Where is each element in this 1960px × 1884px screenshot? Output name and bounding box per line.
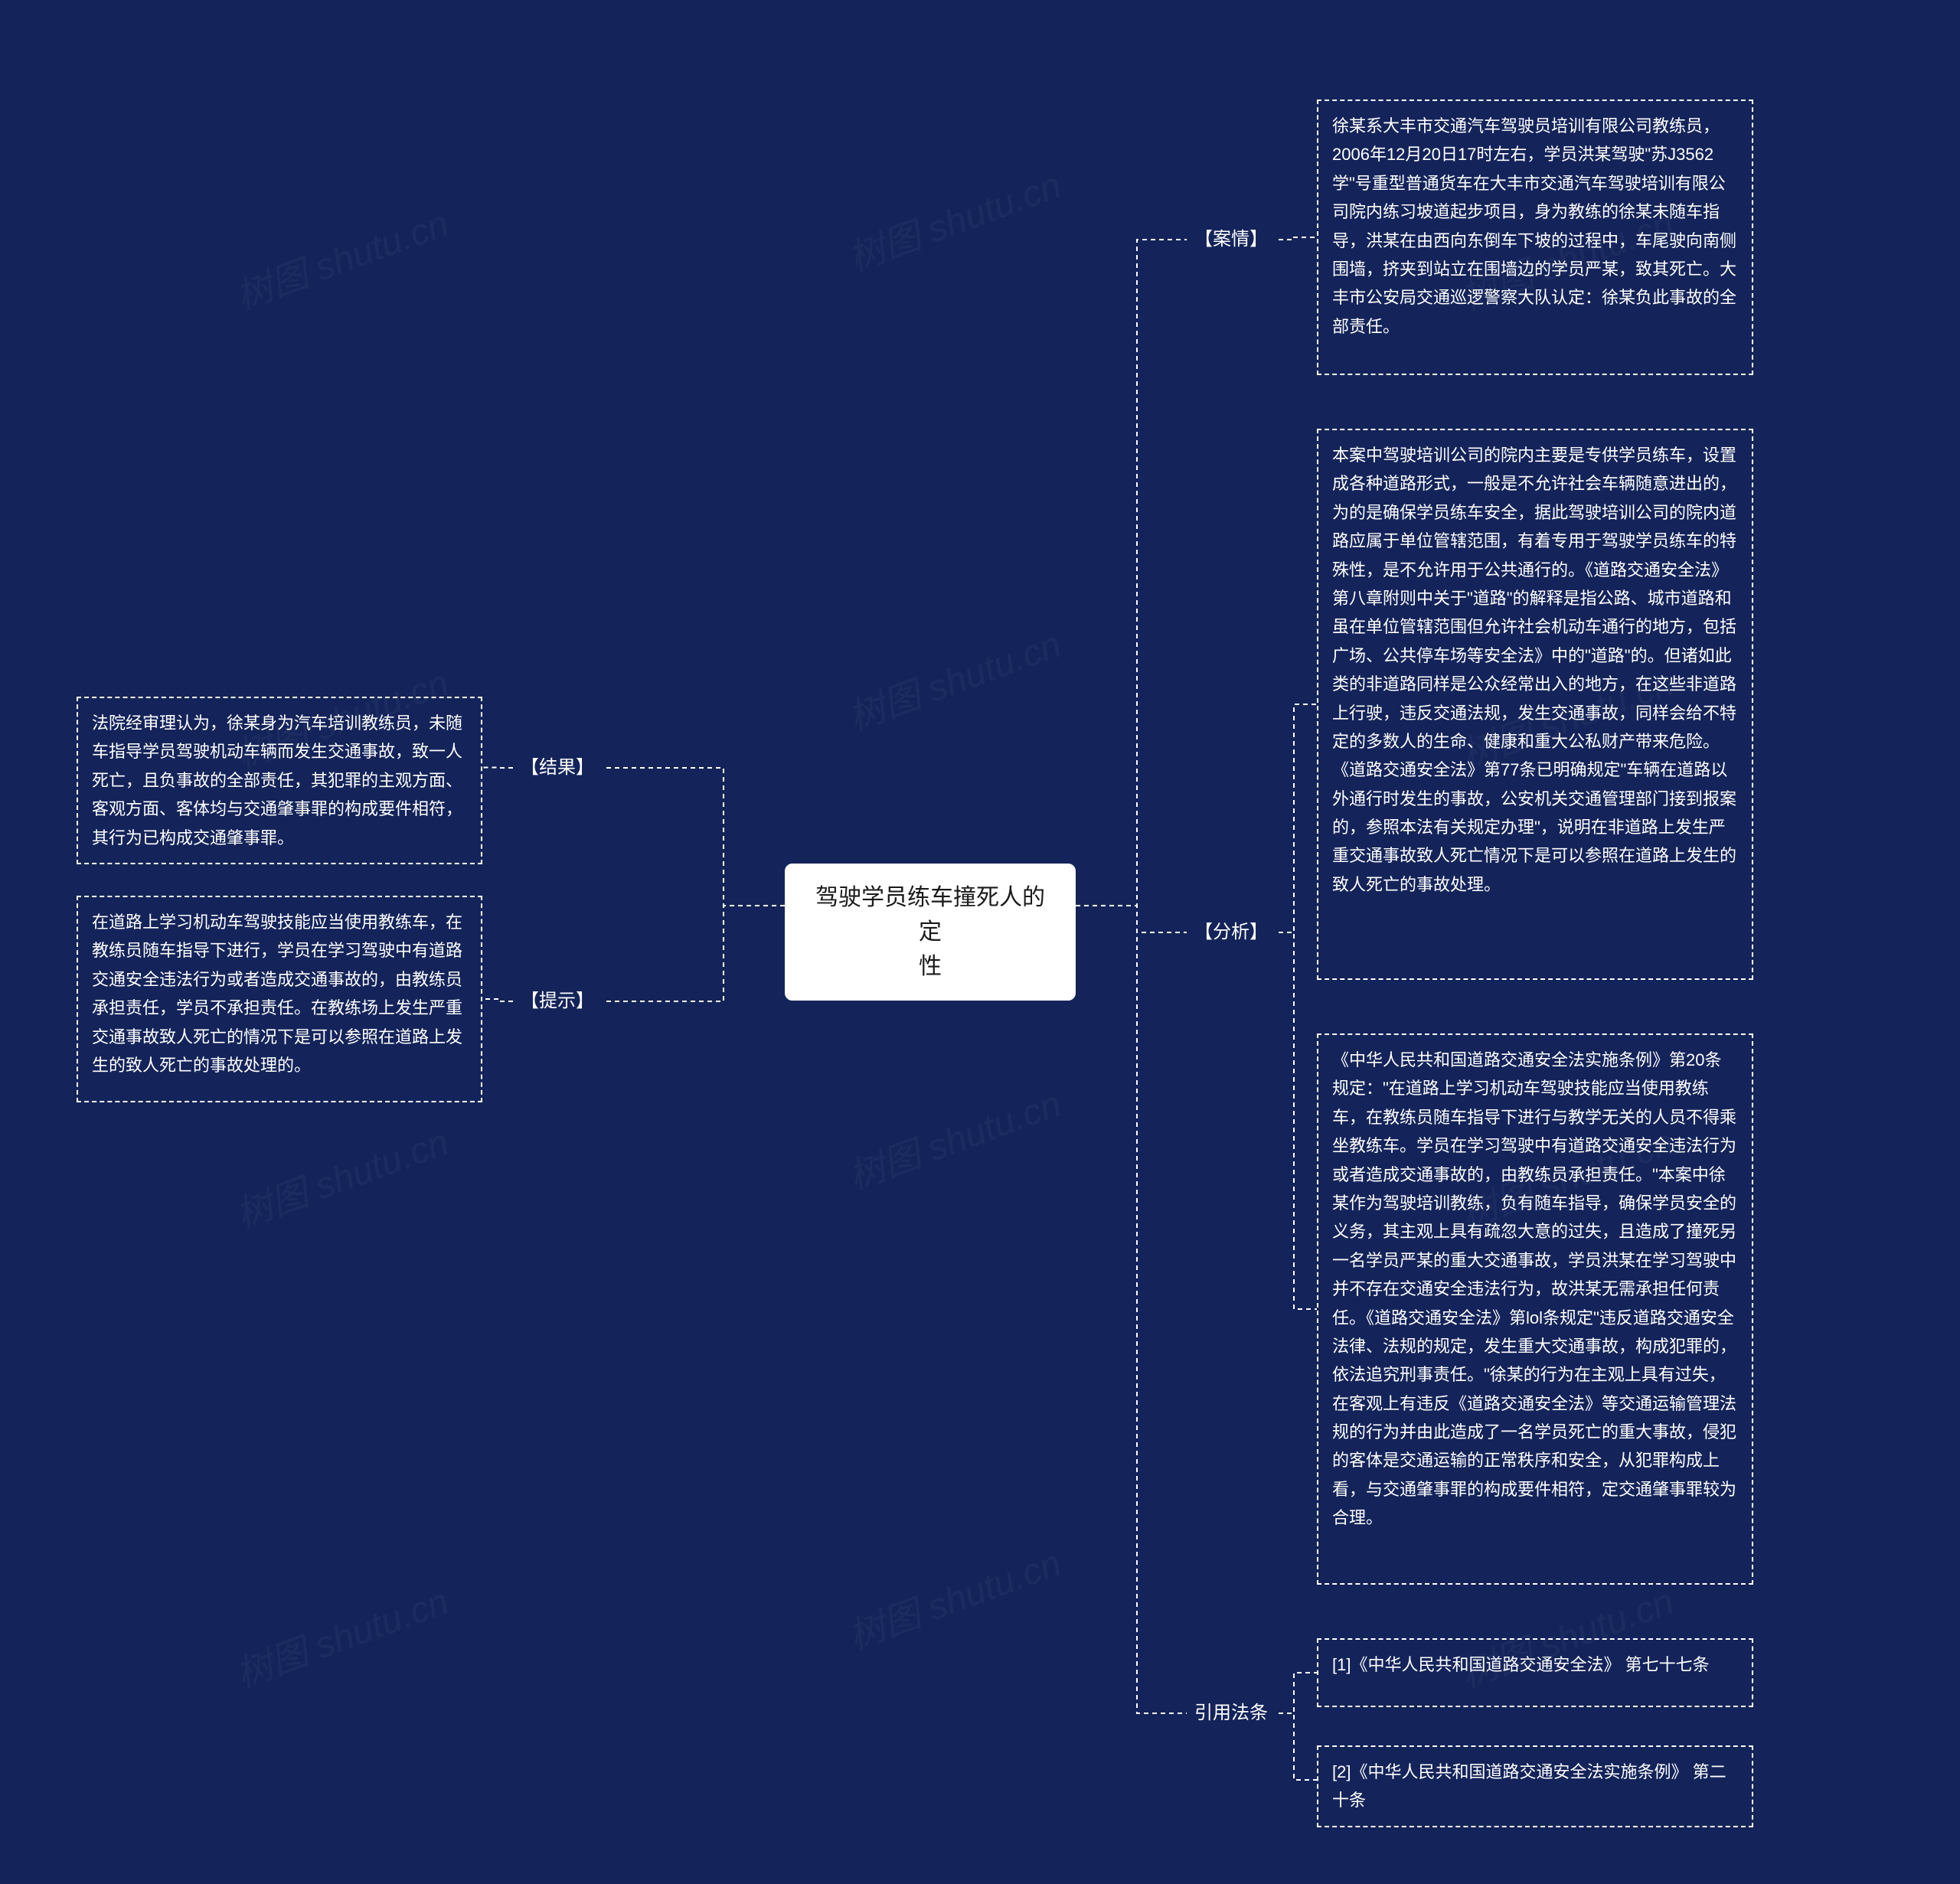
branch-label[interactable]: 【分析】 [1194, 919, 1268, 946]
root-node[interactable]: 驾驶学员练车撞死人的定 性 [785, 864, 1076, 1001]
branch-label[interactable]: 引用法条 [1194, 1700, 1268, 1727]
branch-label[interactable]: 【提示】 [521, 988, 594, 1015]
leaf-node[interactable]: 《中华人民共和国道路交通安全法实施条例》第20条规定："在道路上学习机动车驾驶技… [1317, 1033, 1753, 1585]
watermark: 树图 shutu.cn [840, 155, 1067, 281]
mindmap-canvas: 树图 shutu.cn 树图 shutu.cn 树图 shutu.cn 树图 shut… [0, 0, 1960, 1884]
leaf-node[interactable]: [1]《中华人民共和国道路交通安全法》 第七十七条 [1317, 1638, 1753, 1707]
watermark: 树图 shutu.cn [840, 614, 1067, 740]
branch-label[interactable]: 【案情】 [1194, 226, 1268, 253]
watermark: 树图 shutu.cn [840, 1533, 1067, 1659]
branch-label[interactable]: 【结果】 [521, 754, 594, 782]
leaf-node[interactable]: 在道路上学习机动车驾驶技能应当使用教练车，在教练员随车指导下进行，学员在学习驾驶… [77, 896, 482, 1102]
leaf-node[interactable]: [2]《中华人民共和国道路交通安全法实施条例》 第二十条 [1317, 1745, 1753, 1827]
leaf-node[interactable]: 法院经审理认为，徐某身为汽车培训教练员，未随车指导学员驾驶机动车辆而发生交通事故… [77, 697, 482, 864]
watermark: 树图 shutu.cn [227, 1571, 455, 1697]
watermark: 树图 shutu.cn [840, 1073, 1067, 1200]
leaf-node[interactable]: 本案中驾驶培训公司的院内主要是专供学员练车，设置成各种道路形式，一般是不允许社会… [1317, 429, 1753, 980]
leaf-node[interactable]: 徐某系大丰市交通汽车驾驶员培训有限公司教练员，2006年12月20日17时左右，… [1317, 100, 1753, 375]
watermark: 树图 shutu.cn [227, 1112, 455, 1238]
watermark: 树图 shutu.cn [227, 193, 455, 319]
